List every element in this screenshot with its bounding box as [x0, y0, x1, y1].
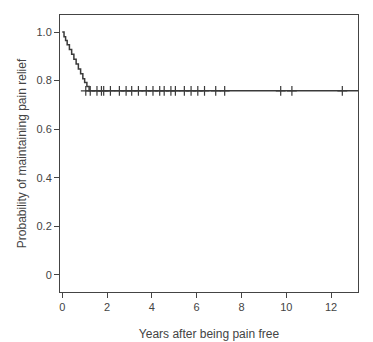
svg-text:0.4: 0.4 [37, 172, 52, 184]
svg-text:0.8: 0.8 [37, 74, 52, 86]
svg-text:2: 2 [104, 301, 110, 313]
svg-text:4: 4 [149, 301, 155, 313]
svg-text:0.6: 0.6 [37, 123, 52, 135]
svg-text:1.0: 1.0 [37, 26, 52, 38]
svg-text:8: 8 [238, 301, 244, 313]
svg-text:0: 0 [46, 269, 52, 281]
svg-text:6: 6 [194, 301, 200, 313]
svg-text:Years after being pain free: Years after being pain free [139, 327, 280, 341]
svg-text:0.2: 0.2 [37, 220, 52, 232]
svg-text:10: 10 [280, 301, 292, 313]
svg-text:0: 0 [59, 301, 65, 313]
svg-text:12: 12 [325, 301, 337, 313]
svg-text:Probability of maintaining pai: Probability of maintaining pain relief [15, 58, 29, 248]
